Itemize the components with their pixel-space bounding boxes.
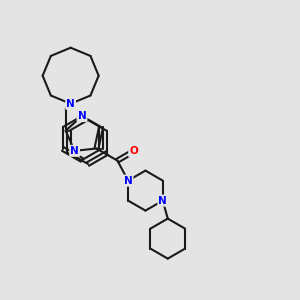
Text: O: O (129, 146, 138, 156)
Text: N: N (124, 176, 133, 186)
Text: N: N (66, 99, 75, 109)
Text: N: N (78, 111, 86, 121)
Text: N: N (70, 146, 79, 156)
Text: N: N (158, 196, 167, 206)
